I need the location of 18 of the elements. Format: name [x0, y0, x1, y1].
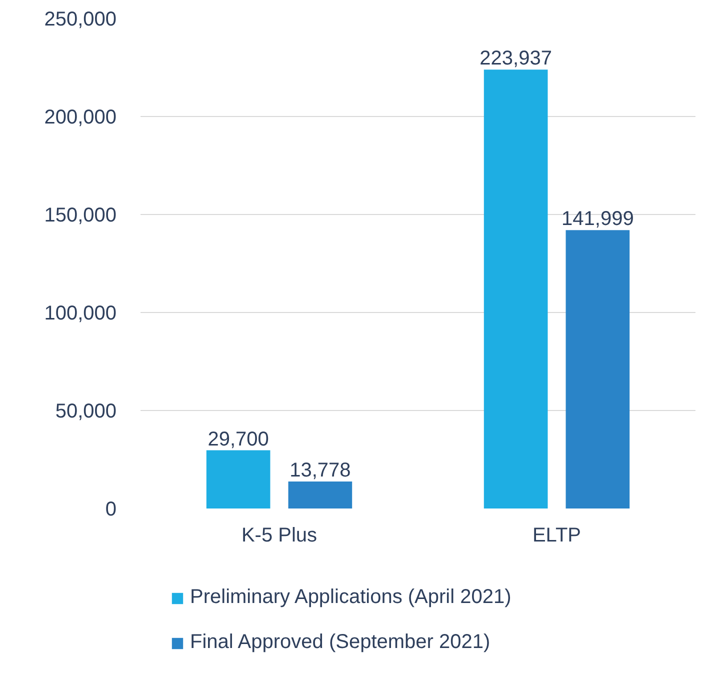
- bar: [484, 70, 548, 508]
- y-tick-label: 100,000: [44, 302, 116, 324]
- data-label: 141,999: [562, 208, 634, 230]
- data-label: 223,937: [480, 48, 552, 70]
- y-tick-label: 200,000: [44, 106, 116, 128]
- y-tick-label: 150,000: [44, 204, 116, 226]
- y-tick-label: 50,000: [55, 400, 116, 422]
- bar: [566, 230, 630, 508]
- y-tick-label: 250,000: [44, 8, 116, 30]
- data-label: 13,778: [290, 459, 351, 482]
- bar: [288, 481, 352, 508]
- legend-label: Final Approved (September 2021): [190, 631, 490, 654]
- data-label: 29,700: [208, 428, 269, 450]
- x-tick-label: K-5 Plus: [241, 524, 318, 546]
- bar: [206, 450, 270, 508]
- y-tick-label: 0: [105, 498, 116, 520]
- legend-label: Preliminary Applications (April 2021): [190, 586, 512, 609]
- x-tick-label: ELTP: [532, 524, 582, 546]
